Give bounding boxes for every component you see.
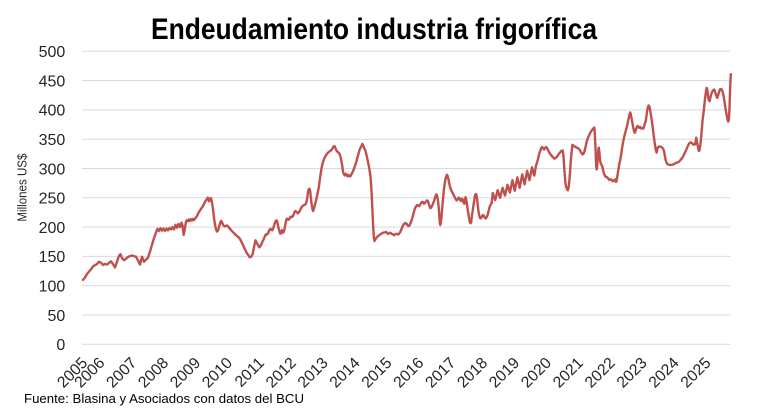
svg-text:300: 300	[39, 161, 66, 178]
svg-text:500: 500	[39, 44, 66, 61]
svg-text:250: 250	[39, 191, 66, 208]
svg-text:50: 50	[48, 308, 66, 325]
svg-text:450: 450	[39, 73, 66, 90]
svg-text:Millones US$: Millones US$	[14, 153, 29, 222]
svg-text:Endeudamiento industria frigor: Endeudamiento industria frigorífica	[151, 13, 597, 46]
svg-text:350: 350	[39, 132, 66, 149]
svg-text:0: 0	[56, 337, 65, 354]
svg-text:200: 200	[39, 220, 66, 237]
svg-text:150: 150	[39, 249, 66, 266]
svg-text:100: 100	[39, 279, 66, 296]
svg-text:400: 400	[39, 103, 66, 120]
svg-text:Fuente: Blasina y Asociados co: Fuente: Blasina y Asociados con datos de…	[24, 391, 304, 406]
